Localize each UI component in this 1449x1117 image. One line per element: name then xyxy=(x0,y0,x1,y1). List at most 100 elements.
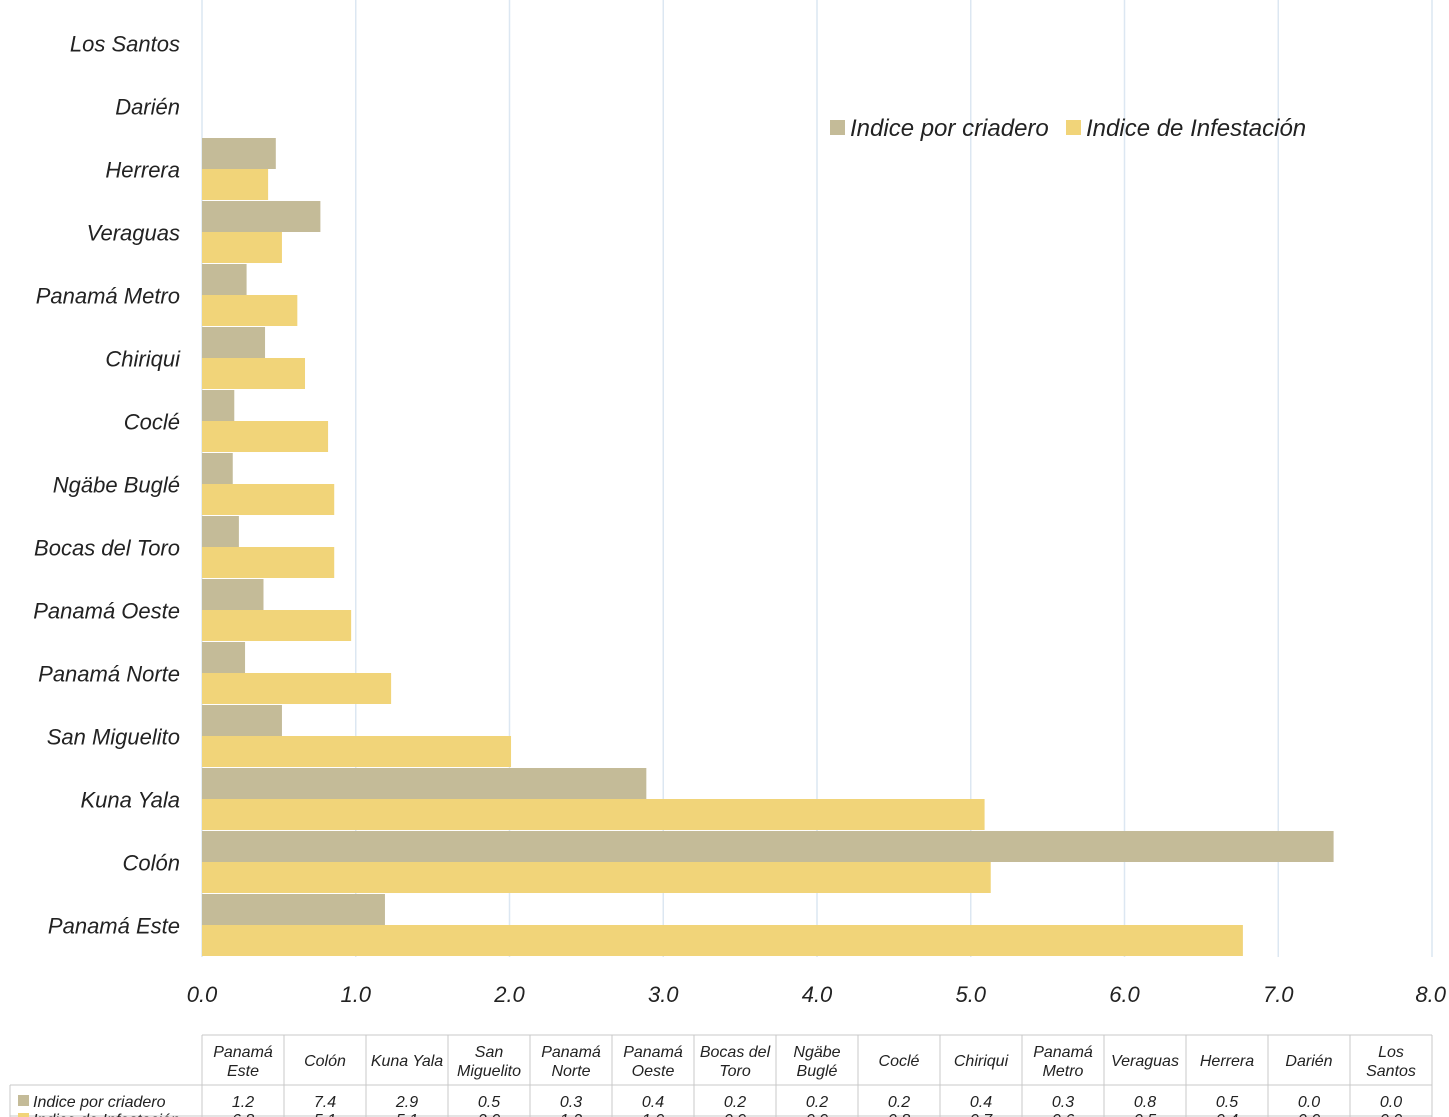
category-label: Panamá Metro xyxy=(36,284,180,309)
table-cell-infestacion: 1.2 xyxy=(560,1112,582,1117)
table-cell-criadero: 0.0 xyxy=(1380,1094,1402,1111)
x-axis-tick-labels: 0.0 1.0 2.0 3.0 4.0 5.0 6.0 7.0 8.0 xyxy=(187,982,1447,1007)
table-cell-criadero: 0.3 xyxy=(1052,1094,1074,1111)
category-label: Ngäbe Buglé xyxy=(53,473,180,498)
category-label: Los Santos xyxy=(70,32,180,57)
bar-infestacion-cocle xyxy=(202,421,329,452)
gridlines xyxy=(201,0,1433,957)
bar-criadero-bocas-del-toro xyxy=(202,516,239,547)
table-header-cell: San Miguelito xyxy=(457,1044,521,1080)
table-header-cell: Veraguas xyxy=(1111,1053,1179,1070)
table-cell-infestacion: 0.4 xyxy=(1216,1112,1238,1117)
x-tick-label: 1.0 xyxy=(340,982,371,1007)
bar-infestacion-panama-este xyxy=(202,925,1243,956)
x-tick-label: 4.0 xyxy=(802,982,833,1007)
bar-infestacion-ngabe-bugle xyxy=(202,484,335,515)
category-label: Bocas del Toro xyxy=(34,536,180,561)
category-label: Darién xyxy=(115,95,180,120)
category-label: Coclé xyxy=(124,410,180,435)
table-cell-criadero: 0.0 xyxy=(1298,1094,1320,1111)
table-header-cell: Bocas del Toro xyxy=(700,1044,771,1080)
bar-infestacion-san-miguelito xyxy=(202,736,512,767)
category-label: Panamá Oeste xyxy=(33,599,180,624)
table-cell-criadero: 0.2 xyxy=(724,1094,746,1111)
table-cell-criadero: 0.4 xyxy=(970,1094,992,1111)
table-cell-criadero: 1.2 xyxy=(232,1094,254,1111)
table-cell-infestacion: 5.1 xyxy=(314,1112,336,1117)
legend: Indice por criadero Indice de Infestación xyxy=(830,115,1306,142)
bar-criadero-kuna-yala xyxy=(202,768,647,799)
category-label: Panamá Norte xyxy=(38,662,180,687)
x-tick-label: 8.0 xyxy=(1415,982,1446,1007)
bar-criadero-chiriqui xyxy=(202,327,266,358)
table-cell-criadero: 0.4 xyxy=(642,1094,664,1111)
legend-swatch-criadero xyxy=(830,120,845,135)
legend-label-criadero: Indice por criadero xyxy=(850,115,1049,142)
table-cell-infestacion: 6.8 xyxy=(232,1112,254,1117)
bar-infestacion-veraguas xyxy=(202,232,282,263)
table-cell-criadero: 0.3 xyxy=(560,1094,582,1111)
table-header-cell: Darién xyxy=(1285,1053,1332,1070)
table-cell-criadero: 0.8 xyxy=(1134,1094,1156,1111)
x-tick-label: 6.0 xyxy=(1109,982,1140,1007)
category-label: Chiriqui xyxy=(105,347,181,372)
table-cell-criadero: 0.5 xyxy=(478,1094,500,1111)
bar-criadero-panama-norte xyxy=(202,642,246,673)
table-cell-infestacion: 0.0 xyxy=(1380,1112,1402,1117)
table-cell-infestacion: 0.5 xyxy=(1134,1112,1156,1117)
x-tick-label: 7.0 xyxy=(1263,982,1294,1007)
table-header-cell: Panamá Oeste xyxy=(623,1044,683,1080)
table-cell-criadero: 7.4 xyxy=(314,1094,336,1111)
bar-criadero-veraguas xyxy=(202,201,321,232)
category-label: Colón xyxy=(123,851,180,876)
table-header-cell: Colón xyxy=(304,1053,346,1070)
x-tick-label: 5.0 xyxy=(955,982,986,1007)
bar-criadero-panama-oeste xyxy=(202,579,264,610)
bar-infestacion-herrera xyxy=(202,169,269,200)
bar-criadero-panama-este xyxy=(202,894,385,925)
table-cell-criadero: 2.9 xyxy=(395,1094,418,1111)
category-label: San Miguelito xyxy=(47,725,180,750)
bar-infestacion-panama-norte xyxy=(202,673,392,704)
table-header-cell: Ngäbe Buglé xyxy=(793,1044,840,1080)
category-label: Kuna Yala xyxy=(81,788,181,813)
table-cell-infestacion: 0.7 xyxy=(970,1112,993,1117)
bars xyxy=(202,138,1334,956)
bar-infestacion-chiriqui xyxy=(202,358,306,389)
category-label: Veraguas xyxy=(87,221,180,246)
bar-criadero-colon xyxy=(202,831,1334,862)
legend-swatch-infestacion xyxy=(1066,120,1081,135)
bar-criadero-herrera xyxy=(202,138,276,169)
data-table: Panamá Este Colón Kuna Yala San Miguelito Pana… xyxy=(9,1034,1433,1117)
category-labels: Panamá Este Colón Kuna Yala San Miguelito Pa… xyxy=(33,32,181,939)
legend-label-infestacion: Indice de Infestación xyxy=(1086,115,1306,142)
bar-criadero-panama-metro xyxy=(202,264,247,295)
table-header-cell: Panamá Norte xyxy=(541,1044,601,1080)
table-header-cell: Los Santos xyxy=(1366,1044,1416,1080)
table-header-cell: Kuna Yala xyxy=(371,1053,443,1070)
table-cell-infestacion: 1.0 xyxy=(642,1112,664,1117)
table-header-cell: Panamá Metro xyxy=(1033,1044,1093,1080)
table-cell-infestacion: 0.0 xyxy=(1298,1112,1320,1117)
bar-criadero-san-miguelito xyxy=(202,705,282,736)
bar-criadero-ngabe-bugle xyxy=(202,453,233,484)
table-cell-criadero: 0.2 xyxy=(806,1094,828,1111)
category-label: Panamá Este xyxy=(48,914,180,939)
table-cell-criadero: 0.5 xyxy=(1216,1094,1238,1111)
table-header-cell: Chiriqui xyxy=(954,1053,1009,1070)
table-row-header-infestacion: Indice de Infestación xyxy=(33,1112,180,1117)
table-row-header-criadero: Indice por criadero xyxy=(33,1094,166,1111)
table-legend-key-criadero xyxy=(18,1095,29,1106)
table-cell-infestacion: 0.8 xyxy=(888,1112,910,1117)
table-cell-infestacion: 5.1 xyxy=(396,1112,418,1117)
bar-infestacion-colon xyxy=(202,862,991,893)
bar-infestacion-bocas-del-toro xyxy=(202,547,335,578)
category-label: Herrera xyxy=(105,158,180,183)
bar-infestacion-panama-oeste xyxy=(202,610,352,641)
x-tick-label: 0.0 xyxy=(187,982,218,1007)
table-cell-infestacion: 0.6 xyxy=(1052,1112,1074,1117)
table-cell-criadero: 0.2 xyxy=(888,1094,910,1111)
table-cell-infestacion: 2.0 xyxy=(477,1112,500,1117)
